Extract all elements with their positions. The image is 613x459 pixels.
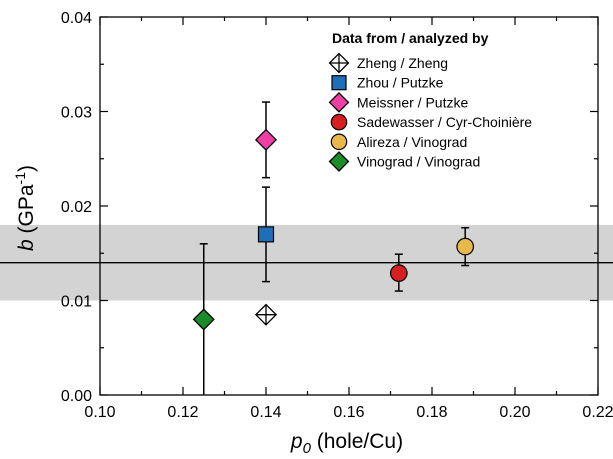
legend-marker-shape (328, 92, 350, 113)
data-point-shape (257, 226, 275, 243)
legend-title: Data from / analyzed by (332, 30, 489, 46)
legend-marker-shape (330, 133, 348, 151)
legend-marker (331, 75, 347, 91)
data-point-shape (192, 308, 215, 331)
legend-marker-shape (328, 151, 350, 172)
plot-frame (99, 16, 599, 396)
data-point (254, 128, 278, 151)
y-tick-label: 0.01 (61, 294, 92, 311)
x-tick-label: 0.10 (84, 404, 115, 421)
legend-label: Vinograd / Vinograd (357, 154, 480, 170)
y-tick-label: 0.00 (61, 388, 92, 405)
x-tick-label: 0.22 (582, 404, 613, 421)
x-tick-label: 0.16 (333, 404, 364, 421)
legend-label: Alireza / Vinograd (357, 134, 467, 150)
legend-marker (328, 151, 350, 172)
tick-labels: 0.10 0.12 0.14 0.16 0.18 0.20 0.22 0.00 0.01 0.02… (61, 10, 613, 421)
legend-marker-shape (331, 75, 347, 91)
x-tick-label: 0.12 (167, 404, 198, 421)
data-point (389, 264, 408, 282)
legend-label: Sadewasser / Cyr-Choinière (357, 114, 532, 130)
x-axis-title: p0 (hole/Cu) (290, 430, 403, 457)
data-point-shape (254, 128, 278, 151)
data-point (254, 303, 278, 326)
x-tick-label: 0.20 (499, 404, 530, 421)
data-point-shape (389, 264, 408, 282)
data-point (192, 308, 215, 331)
data-point (257, 226, 275, 243)
y-tick-label: 0.02 (61, 199, 92, 216)
legend-label: Meissner / Putzke (357, 94, 468, 110)
legend-marker (328, 52, 350, 74)
tick-marks (99, 16, 599, 396)
legend-label: Zhou / Putzke (357, 75, 444, 91)
legend-marker (328, 92, 350, 113)
legend-marker (330, 113, 348, 131)
data-point-shape (456, 237, 475, 256)
legend: Zheng / Zheng Zhou / Putzke Meissner / Put… (328, 52, 532, 172)
y-axis-title: b (GPa-1) (12, 165, 38, 251)
legend-marker (330, 133, 348, 151)
legend-label: Zheng / Zheng (357, 55, 448, 71)
data-points (192, 128, 475, 331)
x-tick-label: 0.14 (250, 404, 281, 421)
data-point (456, 237, 475, 256)
x-tick-label: 0.18 (416, 404, 447, 421)
y-tick-label: 0.04 (61, 10, 92, 27)
axes (99, 16, 599, 396)
legend-marker-shape (330, 113, 348, 131)
y-tick-label: 0.03 (61, 105, 92, 122)
